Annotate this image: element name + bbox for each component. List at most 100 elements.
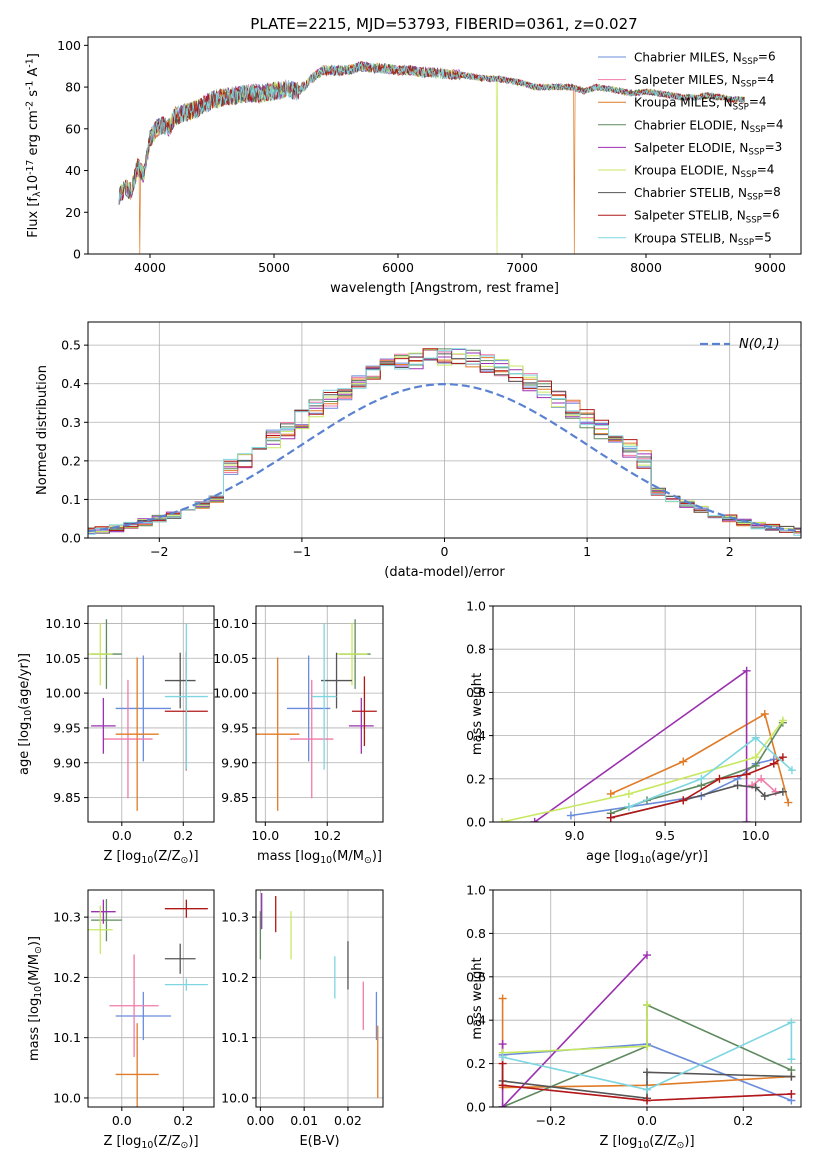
y-tick-label: 0.2 <box>466 1056 486 1071</box>
weight-marker <box>624 802 633 811</box>
y-axis-label: mass [log10​(M/M⊙​)] <box>27 936 44 1061</box>
y-tick-label: 1.0 <box>466 599 486 614</box>
y-tick-label: 80 <box>65 80 81 95</box>
histogram-step <box>88 348 801 536</box>
spectrum-line <box>118 62 746 206</box>
weight-marker <box>498 1103 507 1107</box>
y-tick-label: 0 <box>73 247 81 262</box>
y-tick-label: 0.8 <box>466 642 486 657</box>
y-tick-label: 10.2 <box>221 970 249 985</box>
legend-label: Kroupa MILES, NSSP=4 <box>634 95 767 113</box>
axes-frame <box>492 605 802 823</box>
x-tick-label: −1 <box>293 544 311 559</box>
axes-frame <box>492 889 802 1108</box>
mass-weight-vs-metallicity-axes: −0.2 0.0 0.2 0.0 0.2 0.4 0.6 0.8 1.0 Z [log10​(Z/… <box>466 883 802 1151</box>
weight-marker <box>742 770 751 779</box>
y-tick-label: 10.0 <box>53 1090 81 1105</box>
plot-area <box>88 899 208 1107</box>
weight-marker <box>643 1068 651 1077</box>
y-tick-label: 9.95 <box>221 720 249 735</box>
weight-marker <box>530 818 539 822</box>
legend-label: N(0,1) <box>739 337 780 352</box>
y-tick-label: 9.85 <box>53 790 81 805</box>
legend-label: Kroupa STELIB, NSSP=5 <box>634 230 772 248</box>
y-tick-label: 0.4 <box>61 376 81 391</box>
weight-marker <box>751 783 760 792</box>
weight-marker <box>624 789 633 798</box>
legend-label: Chabrier MILES, NSSP=6 <box>634 49 776 67</box>
x-tick-label: 0.2 <box>173 1113 193 1128</box>
plot-area <box>88 348 801 536</box>
legend-label: Chabrier STELIB, NSSP=8 <box>634 185 781 203</box>
x-axis-label: Z [log10​(Z/Z⊙​)] <box>103 849 198 866</box>
y-tick-label: 100 <box>57 38 81 53</box>
weight-marker <box>778 787 787 796</box>
weight-marker <box>697 774 706 783</box>
weight-marker <box>784 798 793 807</box>
y-tick-label: 0.0 <box>466 815 486 830</box>
spectrum-axes: 4000 5000 6000 7000 8000 9000 0 20 40 60 80 100 wave… <box>25 36 802 296</box>
weight-marker <box>679 796 688 805</box>
y-tick-label: 1.0 <box>466 883 486 898</box>
weight-marker <box>769 759 778 768</box>
normal-reference-curve <box>88 382 801 533</box>
y-tick-label: 10.1 <box>53 1030 81 1045</box>
axes-frame <box>87 321 802 539</box>
x-tick-label: 0.0 <box>112 828 132 843</box>
histogram-step <box>88 348 801 535</box>
y-tick-label: 10.3 <box>53 910 81 925</box>
x-axis-label: (data-model)/error <box>384 565 505 580</box>
weight-marker <box>498 1081 507 1090</box>
y-tick-label: 10.00 <box>213 686 249 701</box>
mass-vs-extinction-axes: 0.00 0.01 0.02 10.0 10.1 10.2 10.3 E(B-V) <box>221 889 384 1149</box>
weight-marker <box>643 951 651 960</box>
y-tick-label: 0.4 <box>466 728 486 743</box>
weight-marker <box>751 753 760 762</box>
x-tick-label: 9.0 <box>565 828 585 843</box>
y-tick-label: 0.4 <box>466 1013 486 1028</box>
y-tick-label: 10.05 <box>45 651 81 666</box>
residual-histogram-axes: −2 −1 0 1 2 0.0 0.1 0.2 0.3 0.4 0.5 (data-model)/er… <box>35 321 802 580</box>
x-tick-label: 0.2 <box>733 1113 753 1128</box>
x-tick-label: 0.02 <box>334 1113 362 1128</box>
plot-area <box>118 61 746 254</box>
weight-marker <box>787 1055 796 1064</box>
figure-title: PLATE=2215, MJD=53793, FIBERID=0361, z=0… <box>250 15 637 33</box>
x-tick-label: 0.0 <box>112 1113 132 1128</box>
y-tick-label: 0.0 <box>466 1100 486 1115</box>
x-tick-label: 8000 <box>630 260 662 275</box>
x-tick-label: 0.0 <box>637 1113 657 1128</box>
weight-marker <box>606 789 615 798</box>
weight-marker <box>643 1085 651 1094</box>
weight-marker <box>760 792 769 801</box>
weight-marker <box>760 710 769 718</box>
weight-marker <box>751 733 760 742</box>
weight-marker <box>566 811 575 820</box>
y-tick-label: 9.85 <box>221 790 249 805</box>
y-tick-label: 10.10 <box>45 616 81 631</box>
plot-area <box>498 951 796 1107</box>
x-tick-label: 0 <box>441 544 449 559</box>
y-tick-label: 0.3 <box>61 415 81 430</box>
y-tick-label: 60 <box>65 121 81 136</box>
weight-line <box>501 720 784 822</box>
x-tick-label: 6000 <box>382 260 414 275</box>
age-vs-mass-axes: 10.0 10.2 9.85 9.90 9.95 10.00 10.05 10.10 mass … <box>213 605 384 866</box>
weight-marker <box>498 994 507 1003</box>
y-tick-label: 0.2 <box>466 771 486 786</box>
legend-label: Kroupa ELODIE, NSSP=4 <box>634 162 774 180</box>
weight-marker <box>643 1042 651 1051</box>
y-tick-label: 0.2 <box>61 453 81 468</box>
weight-line <box>501 1063 792 1102</box>
plot-area <box>256 619 377 811</box>
y-tick-label: 40 <box>65 163 81 178</box>
axes-frame <box>87 889 215 1108</box>
axes-frame <box>255 605 384 823</box>
legend-label: Chabrier ELODIE, NSSP=4 <box>634 117 783 135</box>
plot-area <box>88 619 208 811</box>
x-tick-label: 4000 <box>134 260 166 275</box>
y-tick-label: 9.90 <box>221 755 249 770</box>
y-tick-label: 0.6 <box>466 685 486 700</box>
weight-line <box>610 712 790 803</box>
